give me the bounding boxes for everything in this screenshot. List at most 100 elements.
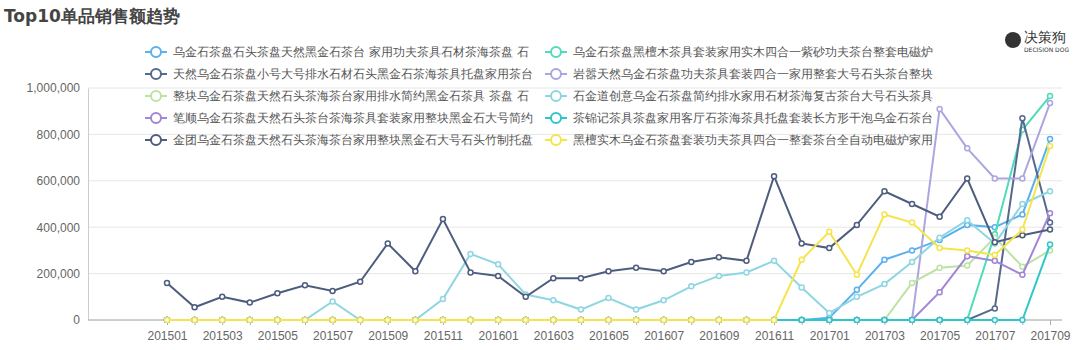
point bbox=[192, 318, 197, 323]
point bbox=[440, 318, 445, 323]
x-tick-label: 201703 bbox=[865, 329, 905, 343]
point bbox=[440, 318, 445, 323]
point bbox=[827, 229, 832, 234]
point bbox=[302, 318, 307, 323]
point bbox=[799, 318, 804, 323]
point bbox=[910, 318, 915, 323]
point bbox=[634, 318, 639, 323]
legend-item[interactable]: 笔顺乌金石茶盘天然石头茶台茶海茶具套装家用整块黑金石大号简约 bbox=[145, 111, 533, 125]
point bbox=[468, 318, 473, 323]
point bbox=[965, 318, 970, 323]
point bbox=[385, 318, 390, 323]
point bbox=[578, 318, 583, 323]
legend-item[interactable]: 茶锦记茶具茶盘家用客厅石茶海茶具托盘套装长方形干泡乌金石茶台 bbox=[545, 111, 933, 125]
point bbox=[220, 318, 225, 323]
point bbox=[716, 318, 721, 323]
series-line bbox=[167, 146, 1050, 320]
logo: 决策狗DECISION DOG bbox=[1005, 29, 1069, 53]
point bbox=[220, 318, 225, 323]
legend-label: 整块乌金石茶盘天然石头茶海茶台家用排水简约黑金石茶具 茶盘 石 bbox=[173, 89, 529, 103]
point bbox=[358, 318, 363, 323]
legend-item[interactable]: 金团乌金石茶盘天然石头茶海茶台家用整块黑金石大号石头竹制托盘 bbox=[145, 133, 533, 147]
point bbox=[965, 248, 970, 253]
point bbox=[302, 318, 307, 323]
x-tick-mark bbox=[1050, 320, 1051, 325]
point bbox=[302, 318, 307, 323]
point bbox=[496, 262, 501, 267]
point bbox=[551, 318, 556, 323]
legend-item[interactable]: 乌金石茶盘石头茶盘天然黑金石茶台 家用功夫茶具石材茶海茶盘 石 bbox=[145, 45, 529, 59]
point bbox=[440, 318, 445, 323]
point bbox=[634, 318, 639, 323]
point bbox=[799, 318, 804, 323]
point bbox=[1048, 94, 1053, 99]
point bbox=[827, 318, 832, 323]
point bbox=[192, 318, 197, 323]
point bbox=[606, 295, 611, 300]
point bbox=[247, 318, 252, 323]
grid bbox=[88, 88, 1062, 320]
point bbox=[468, 318, 473, 323]
annotation: DECISION DOG bbox=[1024, 46, 1069, 53]
point bbox=[689, 318, 694, 323]
legend-label: 岩嚣天然乌金石茶盘功夫茶具套装四合一家用整套大号石头茶台整块 bbox=[573, 67, 933, 81]
point bbox=[827, 246, 832, 251]
legend-item[interactable]: 石金道创意乌金石茶盘简约排水家用石材茶海复古茶台大号石头茶具 bbox=[545, 89, 933, 103]
point bbox=[910, 318, 915, 323]
point bbox=[882, 212, 887, 217]
point bbox=[827, 318, 832, 323]
point bbox=[358, 318, 363, 323]
title: Top10单品销售额趋势 bbox=[4, 6, 180, 26]
legend-item[interactable]: 岩嚣天然乌金石茶盘功夫茶具套装四合一家用整套大号石头茶台整块 bbox=[545, 67, 933, 81]
legend-swatch bbox=[151, 69, 161, 79]
point bbox=[634, 318, 639, 323]
point bbox=[606, 318, 611, 323]
legend-item[interactable]: 整块乌金石茶盘天然石头茶海茶台家用排水简约黑金石茶具 茶盘 石 bbox=[145, 89, 529, 103]
point bbox=[220, 318, 225, 323]
point bbox=[910, 260, 915, 265]
point bbox=[496, 318, 501, 323]
point bbox=[744, 318, 749, 323]
point bbox=[1048, 137, 1053, 142]
point bbox=[661, 318, 666, 323]
legend-label: 笔顺乌金石茶盘天然石头茶台茶海茶具套装家用整块黑金石大号简约 bbox=[173, 111, 533, 125]
point bbox=[689, 318, 694, 323]
grid-line bbox=[88, 273, 1062, 274]
point bbox=[302, 283, 307, 288]
point bbox=[192, 318, 197, 323]
point bbox=[744, 318, 749, 323]
point bbox=[275, 318, 280, 323]
point bbox=[799, 318, 804, 323]
point bbox=[854, 287, 859, 292]
x-tick: 201511 bbox=[424, 320, 463, 343]
point bbox=[716, 318, 721, 323]
point bbox=[827, 318, 832, 323]
point bbox=[716, 273, 721, 278]
point bbox=[937, 265, 942, 270]
point bbox=[468, 318, 473, 323]
grid-line bbox=[88, 180, 1062, 181]
point bbox=[165, 318, 170, 323]
point bbox=[992, 258, 997, 263]
point bbox=[247, 318, 252, 323]
point bbox=[330, 289, 335, 294]
legend-swatch bbox=[151, 113, 161, 123]
y-tick: 400,000 bbox=[37, 221, 88, 235]
legend-item[interactable]: 黑檀实木乌金石茶盘套装功夫茶具四合一整套茶台全自动电磁炉家用 bbox=[545, 133, 933, 147]
point bbox=[744, 318, 749, 323]
point bbox=[992, 240, 997, 245]
point bbox=[275, 318, 280, 323]
point bbox=[689, 284, 694, 289]
point bbox=[716, 318, 721, 323]
x-tick-label: 201511 bbox=[424, 329, 463, 343]
point bbox=[275, 318, 280, 323]
legend-item[interactable]: 乌金石茶盘黑檀木茶具套装家用实木四合一紫砂功夫茶台整套电磁炉 bbox=[545, 45, 933, 59]
point bbox=[634, 318, 639, 323]
point bbox=[689, 260, 694, 265]
point bbox=[302, 318, 307, 323]
legend-item[interactable]: 天然乌金石茶盘小号大号排水石材石头黑金石茶海茶具托盘家用茶台 bbox=[145, 67, 533, 81]
point bbox=[358, 318, 363, 323]
point bbox=[578, 318, 583, 323]
point bbox=[220, 294, 225, 299]
point bbox=[551, 318, 556, 323]
